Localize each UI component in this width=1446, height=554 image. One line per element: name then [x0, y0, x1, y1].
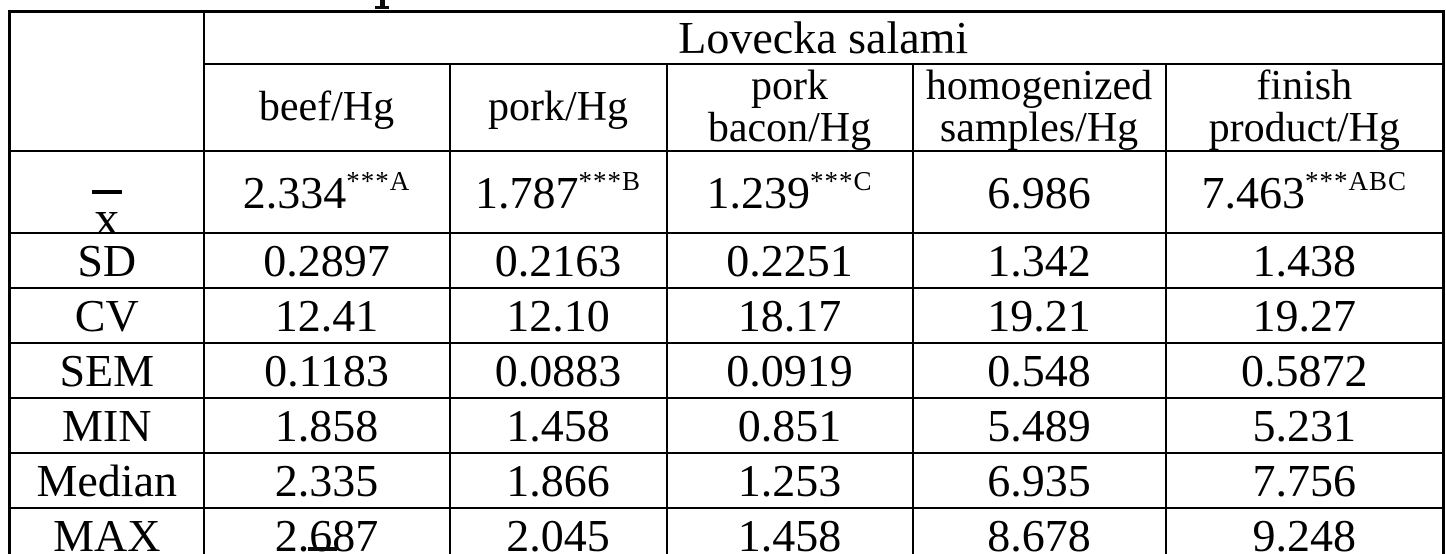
- significance-superscript: ***ABC: [1304, 165, 1408, 196]
- table-cell: 1.458: [665, 507, 914, 554]
- col-header-beef: beef/Hg: [202, 62, 451, 153]
- table-cell: 2.335: [202, 452, 451, 510]
- table-cell: 0.2251: [665, 232, 914, 290]
- table-cell: 6.986: [911, 150, 1167, 235]
- table-cell: 7.756: [1164, 452, 1445, 510]
- table-cell: 5.489: [911, 397, 1167, 455]
- table-row-group-header: Lovecka salami: [8, 10, 1445, 153]
- table-cell: 1.239***C: [665, 150, 914, 235]
- row-label-cv: CV: [8, 287, 205, 345]
- table-row-min: MIN 1.858 1.458 0.851 5.489 5.231: [8, 397, 1445, 455]
- table-row-cv: CV 12.41 12.10 18.17 19.21 19.27: [8, 287, 1445, 345]
- row-label-max: MAX: [8, 507, 205, 554]
- table-row-median: Median 2.335 1.866 1.253 6.935 7.756: [8, 452, 1445, 510]
- table-cell: 5.231: [1164, 397, 1445, 455]
- significance-superscript: ***C: [809, 165, 873, 196]
- table-row-mean: x 2.334***A 1.787***B 1.239***C 6.986 7.…: [8, 150, 1445, 235]
- cropped-overbar-fragment-bottom: [308, 547, 337, 551]
- table-cell: 1.458: [448, 397, 668, 455]
- mean-x-letter: x: [94, 190, 120, 234]
- table-cell: 2.687: [202, 507, 451, 554]
- row-label-mean: x: [8, 150, 205, 235]
- table-cell: 18.17: [665, 287, 914, 345]
- table-cell: 0.2897: [202, 232, 451, 290]
- mean-symbol: x: [91, 190, 122, 234]
- table-cell: 1.787***B: [448, 150, 668, 235]
- table-cell: 0.1183: [202, 342, 451, 400]
- col-header-finish-product: finish product/Hg: [1164, 62, 1445, 153]
- table-cell: 1.342: [911, 232, 1167, 290]
- row-label-median: Median: [8, 452, 205, 510]
- row-label-min: MIN: [8, 397, 205, 455]
- table-cell: 12.41: [202, 287, 451, 345]
- table-cell: 0.2163: [448, 232, 668, 290]
- table-cell: 1.438: [1164, 232, 1445, 290]
- table-cell: 8.678: [911, 507, 1167, 554]
- group-header: Lovecka salami: [202, 10, 1445, 65]
- significance-superscript: ***B: [578, 165, 641, 196]
- significance-superscript: ***A: [346, 165, 411, 196]
- fragment-stem: [379, 0, 385, 6]
- table-cell: 12.10: [448, 287, 668, 345]
- overbar: [91, 190, 122, 195]
- table-cell: 1.866: [448, 452, 668, 510]
- table-cell: 0.548: [911, 342, 1167, 400]
- table-cell: 1.253: [665, 452, 914, 510]
- table-row-max: MAX 2.687 2.045 1.458 8.678 9.248: [8, 507, 1445, 554]
- table-cell: 0.5872: [1164, 342, 1445, 400]
- table-row-sem: SEM 0.1183 0.0883 0.0919 0.548 0.5872: [8, 342, 1445, 400]
- statistics-table: Lovecka salami beef/Hg pork/Hg pork baco…: [8, 10, 1446, 554]
- row-label-sem: SEM: [8, 342, 205, 400]
- table-cell: 2.045: [448, 507, 668, 554]
- table-cell: 1.858: [202, 397, 451, 455]
- row-label-sd: SD: [8, 232, 205, 290]
- col-header-pork: pork/Hg: [448, 62, 668, 153]
- empty-corner-cell: [8, 10, 205, 153]
- table-cell: 2.334***A: [202, 150, 451, 235]
- table-cell: 6.935: [911, 452, 1167, 510]
- table-row-sd: SD 0.2897 0.2163 0.2251 1.342 1.438: [8, 232, 1445, 290]
- table-cell: 0.851: [665, 397, 914, 455]
- table-cell: 7.463***ABC: [1164, 150, 1445, 235]
- table-cell: 19.27: [1164, 287, 1445, 345]
- table-cell: 19.21: [911, 287, 1167, 345]
- fragment-serif: [375, 6, 389, 9]
- cropped-text-fragment-top: [374, 0, 390, 9]
- table-row-column-headers: beef/Hg pork/Hg pork bacon/Hg homogenize…: [10, 62, 1445, 153]
- col-header-homogenized-samples: homogenized samples/Hg: [911, 62, 1167, 153]
- table-cell: 0.0919: [665, 342, 914, 400]
- table-cell: 9.248: [1164, 507, 1445, 554]
- col-header-pork-bacon: pork bacon/Hg: [665, 62, 914, 153]
- table-cell: 0.0883: [448, 342, 668, 400]
